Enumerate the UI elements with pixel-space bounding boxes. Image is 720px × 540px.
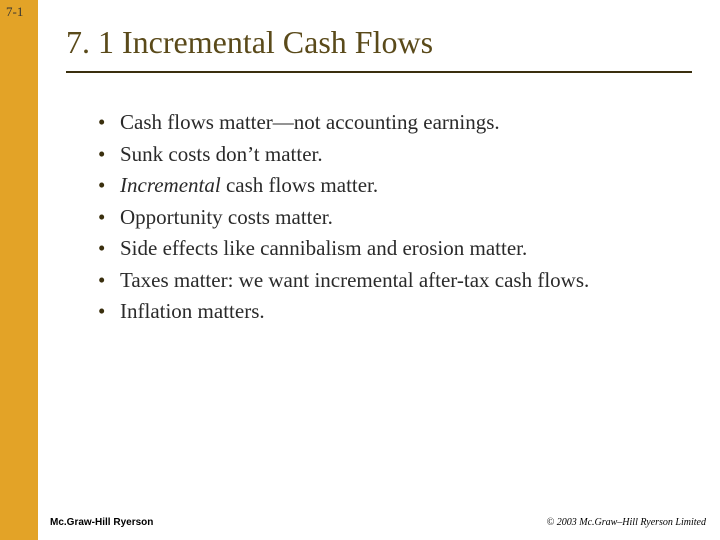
bullet-list: Cash flows matter—not accounting earning…	[98, 107, 720, 328]
list-item: Cash flows matter—not accounting earning…	[98, 107, 720, 139]
footer-copyright: © 2003 Mc.Graw–Hill Ryerson Limited	[547, 517, 706, 528]
slide-number: 7-1	[6, 4, 23, 20]
list-item: Taxes matter: we want incremental after-…	[98, 265, 720, 297]
list-item: Incremental cash flows matter.	[98, 170, 720, 202]
list-item: Opportunity costs matter.	[98, 202, 720, 234]
list-item: Sunk costs don’t matter.	[98, 139, 720, 171]
title-rule	[66, 71, 692, 73]
content-area: 7. 1 Incremental Cash Flows Cash flows m…	[38, 0, 720, 540]
list-item: Inflation matters.	[98, 296, 720, 328]
footer-publisher: Mc.Graw-Hill Ryerson	[50, 517, 153, 528]
list-item: Side effects like cannibalism and erosio…	[98, 233, 720, 265]
slide-title: 7. 1 Incremental Cash Flows	[66, 24, 720, 61]
accent-stripe	[0, 0, 38, 540]
